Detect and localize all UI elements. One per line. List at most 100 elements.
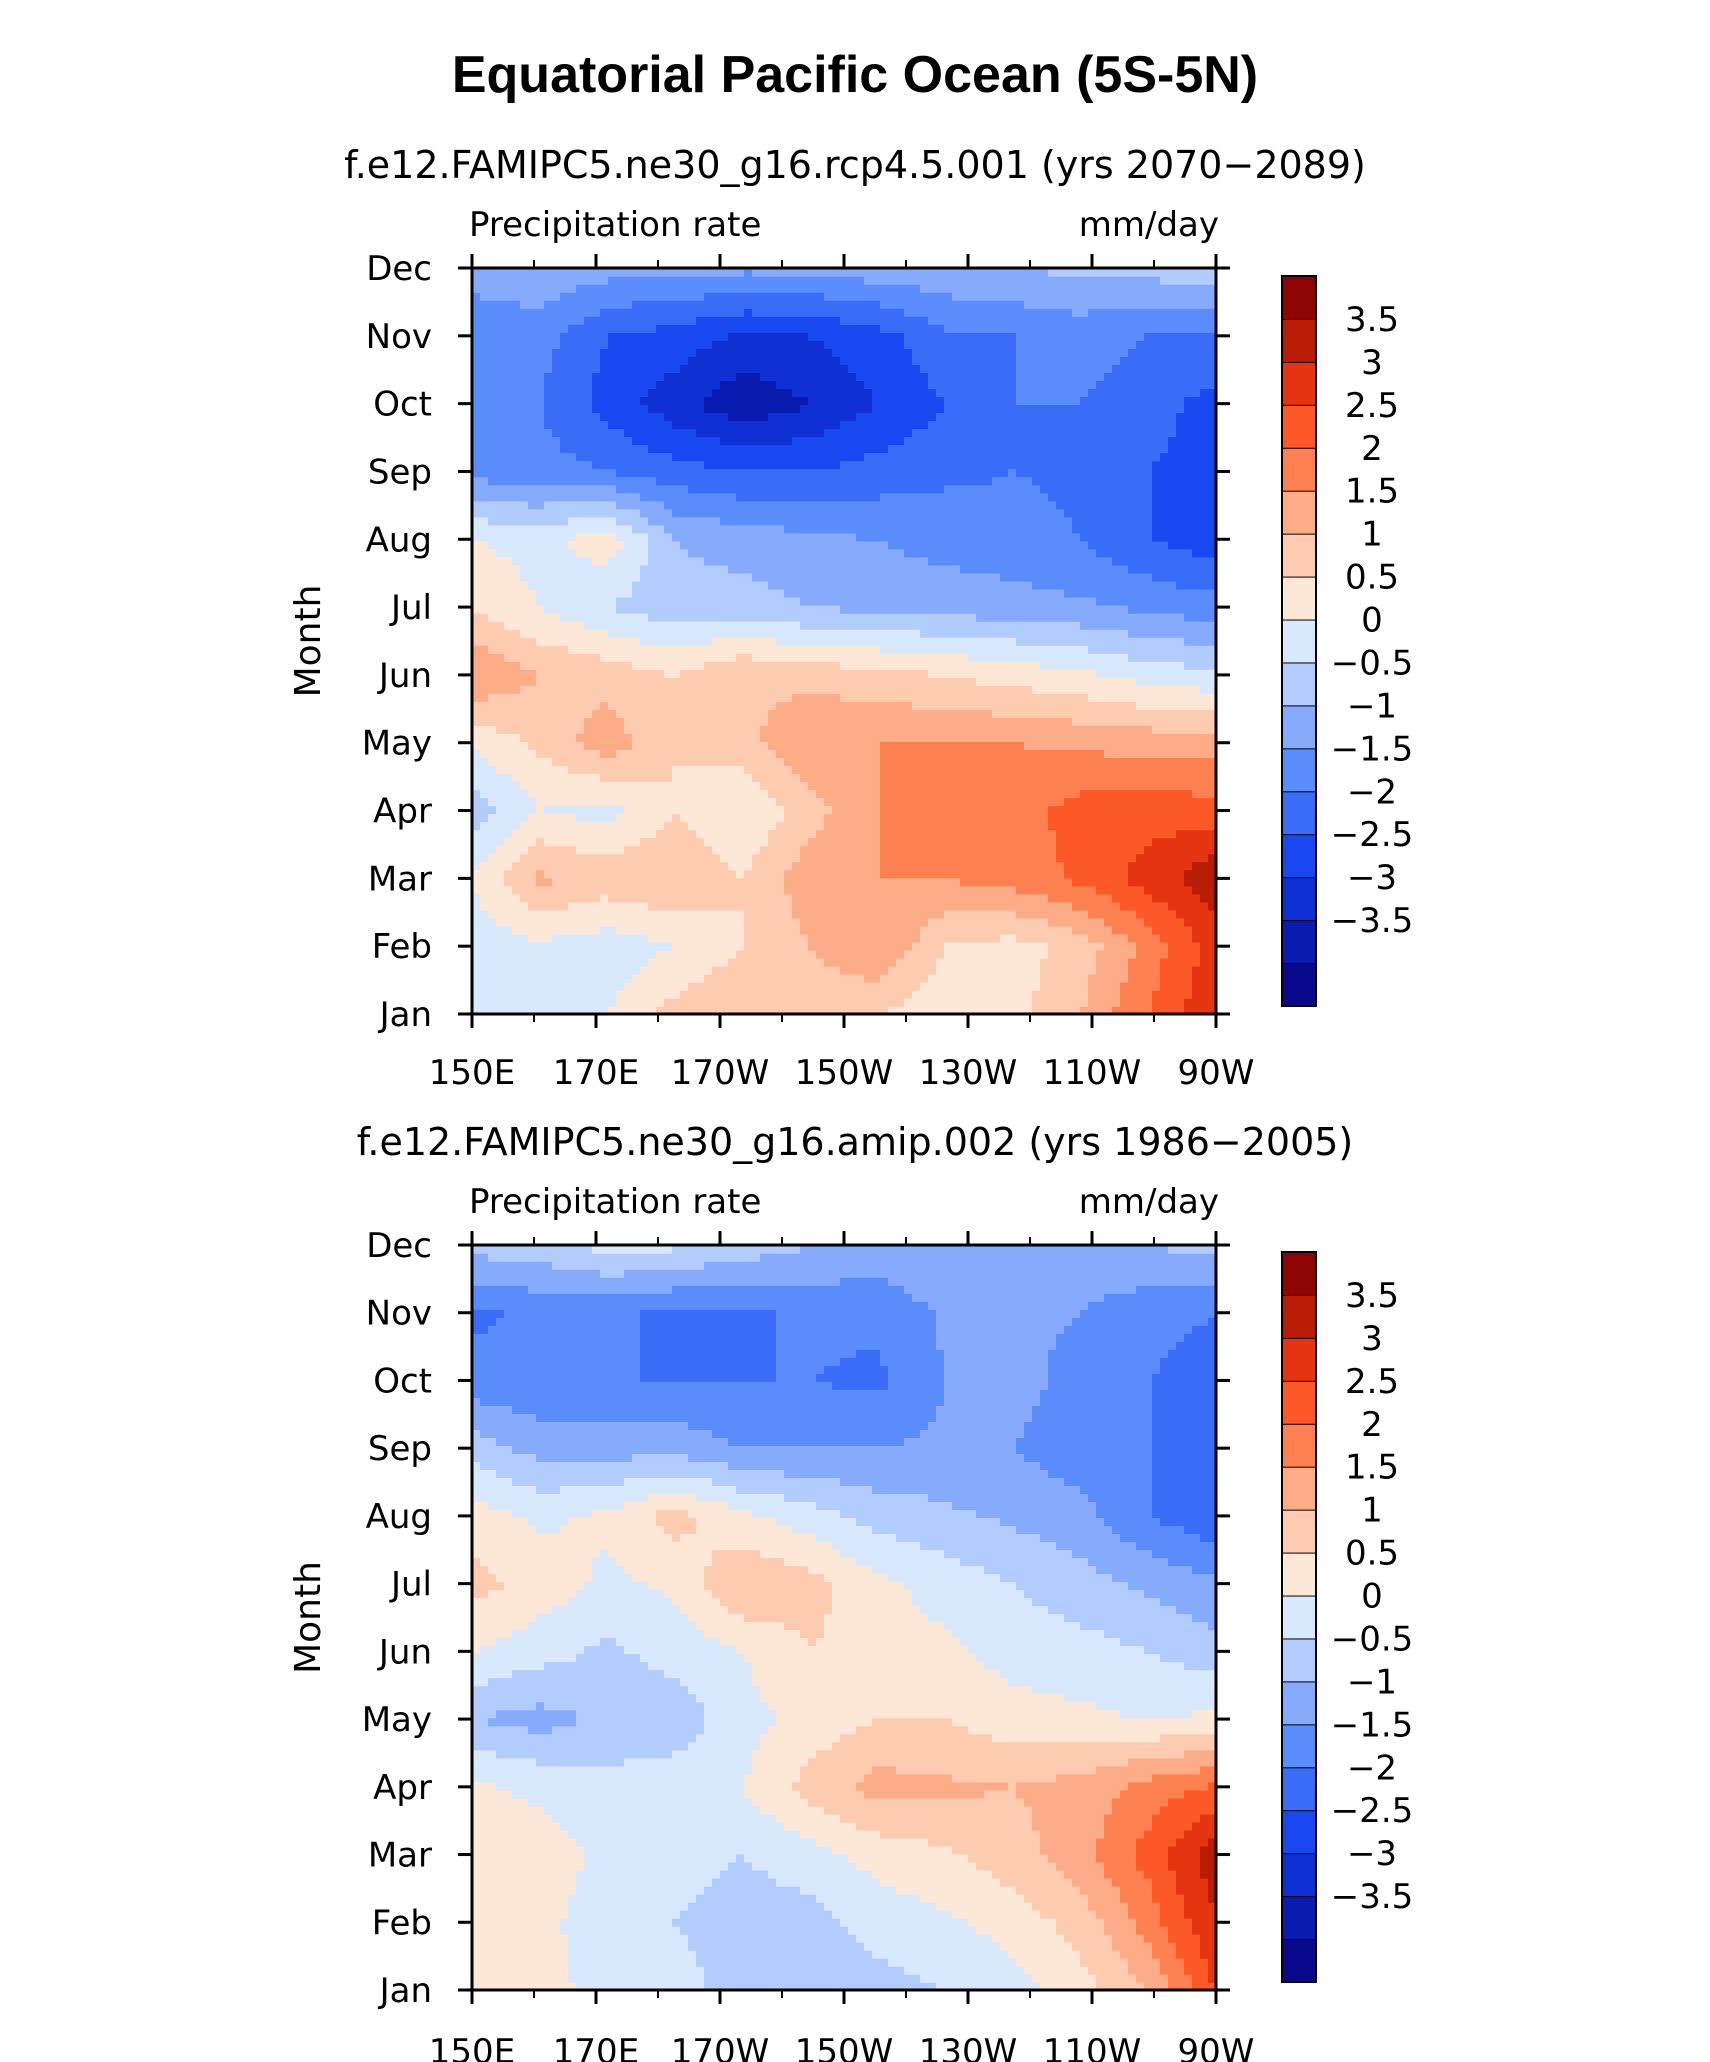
contour-cell [800, 773, 809, 783]
contour-cell [1032, 709, 1041, 718]
contour-cell [472, 580, 481, 590]
contour-cell [504, 869, 513, 879]
contour-cell [728, 765, 737, 775]
contour-cell [624, 973, 633, 983]
contour-cell [616, 877, 625, 887]
contour-cell [824, 588, 833, 598]
contour-cell [608, 989, 617, 999]
contour-cell [816, 909, 825, 919]
contour-cell [992, 588, 1001, 598]
contour-cell [648, 821, 657, 831]
contour-cell [864, 701, 873, 710]
contour-cell [592, 661, 601, 670]
contour-cell [912, 893, 921, 903]
contour-cell [792, 997, 801, 1007]
contour-cell [936, 612, 945, 622]
contour-cell [736, 861, 745, 871]
contour-cell [656, 917, 665, 927]
contour-cell [856, 877, 865, 887]
contour-cell [1192, 645, 1201, 654]
contour-cell [784, 693, 793, 702]
contour-cell [816, 789, 825, 799]
contour-cell [808, 869, 817, 879]
contour-cell [1088, 717, 1097, 726]
contour-cell [648, 933, 657, 943]
contour-cell [1080, 877, 1089, 887]
contour-cell [640, 636, 649, 646]
contour-cell [1120, 733, 1129, 742]
contour-cell [512, 773, 521, 783]
contour-cell [472, 829, 481, 839]
contour-cell [1120, 612, 1129, 622]
contour-cell [880, 957, 889, 967]
contour-cell [1024, 949, 1033, 959]
contour-cell [592, 604, 601, 614]
contour-cell [840, 580, 849, 590]
contour-cell [680, 901, 689, 911]
contour-cell [960, 636, 969, 646]
contour-cell [600, 733, 609, 742]
contour-cell [968, 829, 977, 839]
contour-cell [928, 933, 937, 943]
contour-cell [760, 773, 769, 783]
contour-cell [600, 941, 609, 951]
contour-cell [1072, 725, 1081, 734]
contour-cell [1096, 813, 1105, 823]
contour-cell [1136, 701, 1145, 710]
contour-cell [872, 717, 881, 726]
contour-cell [528, 989, 537, 999]
contour-cell [536, 741, 545, 750]
contour-cell [960, 805, 969, 815]
contour-cell [736, 709, 745, 718]
contour-cell [488, 789, 497, 799]
contour-cell [1200, 749, 1209, 759]
contour-cell [1064, 925, 1073, 935]
contour-cell [584, 901, 593, 911]
contour-cell [824, 645, 833, 654]
contour-cell [552, 733, 561, 742]
contour-cell [784, 677, 793, 686]
contour-cell [1128, 901, 1137, 911]
contour-cell [1200, 773, 1209, 783]
contour-cell [1168, 965, 1177, 975]
contour-cell [888, 829, 897, 839]
contour-cell [728, 981, 737, 991]
contour-cell [752, 957, 761, 967]
contour-cell [944, 805, 953, 815]
contour-cell [1160, 941, 1169, 951]
contour-cell [1048, 925, 1057, 935]
contour-cell [1080, 909, 1089, 919]
contour-cell [808, 853, 817, 863]
contour-cell [664, 701, 673, 710]
contour-cell [976, 669, 985, 678]
contour-cell [592, 733, 601, 742]
contour-cell [1144, 789, 1153, 799]
contour-cell [792, 709, 801, 718]
contour-cell [1064, 733, 1073, 742]
contour-cell [720, 677, 729, 686]
contour-cell [560, 821, 569, 831]
contour-cell [848, 580, 857, 590]
contour-cell [1176, 797, 1185, 807]
contour-cell [1048, 636, 1057, 646]
contour-cell [712, 612, 721, 622]
contour-cell [1120, 965, 1129, 975]
contour-cell [1120, 685, 1129, 694]
contour-cell [800, 941, 809, 951]
contour-cell [760, 909, 769, 919]
contour-cell [656, 821, 665, 831]
contour-cell [592, 997, 601, 1007]
contour-cell [1176, 741, 1185, 750]
contour-cell [888, 653, 897, 662]
contour-cell [696, 612, 705, 622]
contour-cell [816, 885, 825, 895]
contour-cell [1112, 989, 1121, 999]
contour-cell [976, 957, 985, 967]
contour-cell [584, 677, 593, 686]
contour-cell [888, 773, 897, 783]
contour-cell [800, 669, 809, 678]
contour-cell [720, 925, 729, 935]
contour-cell [824, 757, 833, 767]
contour-cell [1160, 725, 1169, 734]
contour-cell [744, 893, 753, 903]
